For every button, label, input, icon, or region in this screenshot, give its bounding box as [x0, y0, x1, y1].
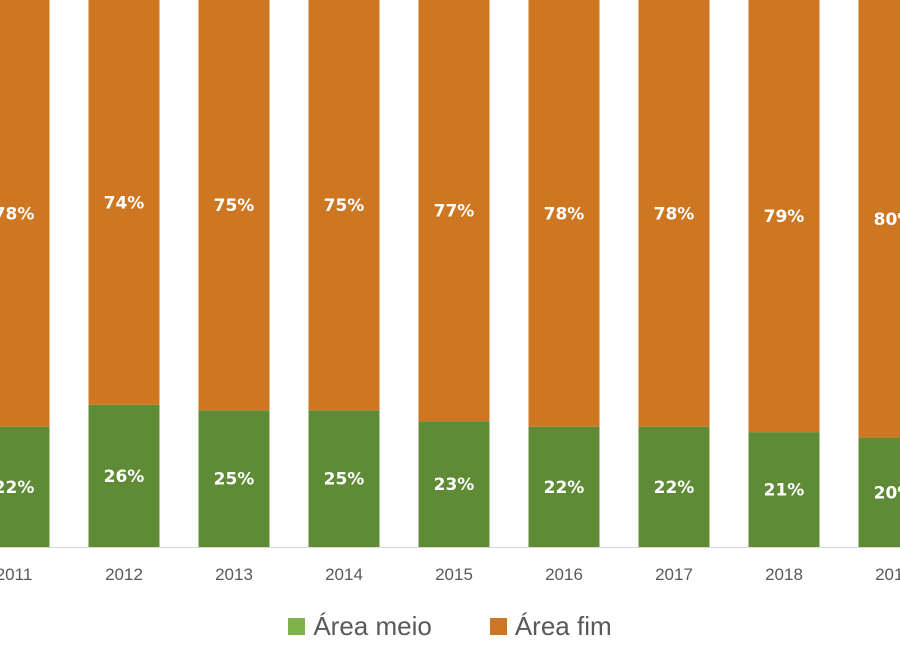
data-label-area-meio-2012: 26% — [104, 467, 145, 487]
x-tick-label-2013: 2013 — [215, 565, 253, 584]
data-label-area-fim-2013: 75% — [214, 196, 255, 216]
bar-area-meio-2013 — [198, 410, 270, 547]
data-label-area-fim-2016: 78% — [544, 204, 585, 224]
data-label-area-meio-2018: 21% — [764, 481, 805, 501]
data-label-area-meio-2019: 20% — [874, 483, 900, 503]
bar-area-fim-2014 — [308, 0, 380, 411]
legend-label-area-fim: Área fim — [514, 610, 612, 641]
x-tick-label-2014: 2014 — [325, 565, 363, 584]
data-label-area-fim-2012: 74% — [104, 193, 145, 213]
bar-area-meio-2014 — [308, 410, 380, 547]
data-label-area-meio-2011: 22% — [0, 478, 34, 498]
bar-area-fim-2013 — [198, 0, 270, 411]
bar-area-fim-2011 — [0, 0, 50, 427]
data-label-area-meio-2014: 25% — [324, 470, 365, 490]
bar-area-fim-2016 — [528, 0, 600, 427]
x-tick-label-2017: 2017 — [655, 565, 693, 584]
x-tick-label-2018: 2018 — [765, 565, 803, 584]
x-tick-label-2015: 2015 — [435, 565, 473, 584]
bar-area-meio-2018 — [748, 432, 820, 547]
bars-group — [0, 0, 900, 547]
bar-area-meio-2011 — [0, 426, 50, 547]
data-label-area-fim-2018: 79% — [764, 207, 805, 227]
legend-swatch-area-meio — [288, 617, 306, 635]
bar-area-meio-2015 — [418, 421, 490, 547]
x-tick-label-2019: 2019 — [875, 565, 900, 584]
data-label-area-fim-2019: 80% — [874, 210, 900, 230]
bar-area-fim-2015 — [418, 0, 490, 422]
bar-area-fim-2017 — [638, 0, 710, 427]
legend-swatch-area-fim — [489, 617, 507, 635]
data-labels-group: 22% 78% 26% 74% 25% 75% 25% 75% 23% 77% 22% 78% 22% 7… — [0, 193, 900, 503]
bar-area-fim-2018 — [748, 0, 820, 433]
legend-item-area-meio: Área meio — [288, 611, 432, 642]
x-tick-label-2011: 2011 — [0, 565, 32, 584]
data-label-area-meio-2015: 23% — [434, 475, 475, 495]
data-label-area-fim-2015: 77% — [434, 202, 475, 222]
legend-item-area-fim: Área fim — [489, 610, 612, 642]
bar-area-meio-2017 — [638, 426, 710, 547]
data-label-area-fim-2017: 78% — [654, 204, 695, 224]
legend-label-area-meio: Área meio — [313, 610, 432, 641]
data-label-area-fim-2011: 78% — [0, 204, 34, 224]
x-tick-label-2012: 2012 — [105, 565, 143, 584]
x-tick-labels-group: 2011 2012 2013 2014 2015 2016 2017 2018 2019 — [0, 565, 900, 584]
bar-area-fim-2012 — [88, 0, 160, 405]
data-label-area-fim-2014: 75% — [324, 196, 365, 216]
bar-area-meio-2019 — [858, 437, 900, 547]
legend: Área meio Área fim — [0, 606, 900, 646]
data-label-area-meio-2013: 25% — [214, 470, 255, 490]
bar-area-fim-2019 — [858, 0, 900, 438]
x-tick-label-2016: 2016 — [545, 565, 583, 584]
data-label-area-meio-2016: 22% — [544, 478, 585, 498]
bar-area-meio-2012 — [88, 404, 160, 547]
bar-area-meio-2016 — [528, 426, 600, 547]
data-label-area-meio-2017: 22% — [654, 478, 695, 498]
